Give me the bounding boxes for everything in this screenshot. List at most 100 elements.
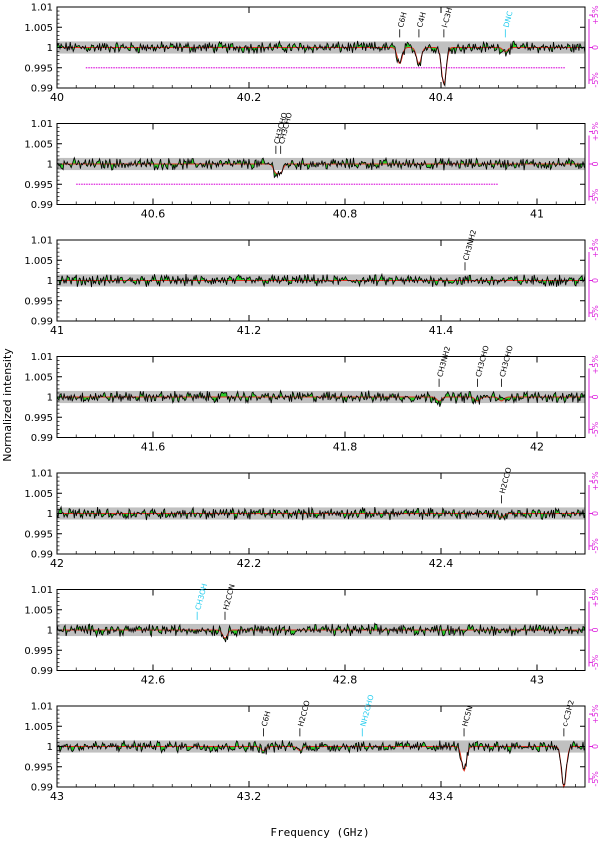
line-label: C4H — [415, 11, 428, 28]
x-tick-label: 43.4 — [429, 790, 454, 803]
y-tick-label: 0.995 — [24, 646, 53, 657]
right-tick-label: -5% — [591, 421, 600, 437]
right-tick-label: 0 — [591, 511, 600, 516]
y-tick-label: 1.01 — [31, 119, 53, 130]
y-tick-label: 1.01 — [31, 585, 53, 596]
y-tick-label: 1.01 — [31, 469, 53, 480]
x-tick-label: 41 — [50, 324, 64, 337]
y-tick-label: 1 — [47, 160, 53, 171]
spectrum-line — [56, 389, 586, 407]
y-tick-label: 1.005 — [24, 23, 53, 34]
panels-group: 0.99 0.995 1 1.005 1.01 40 40.2 40.4 -5% 0 +5% C6H C… — [24, 3, 600, 804]
y-tick-label: 1.005 — [24, 489, 53, 500]
right-tick-label: +5% — [591, 355, 600, 375]
panel-3: 0.99 0.995 1 1.005 1.01 41 41.2 41.4 -5% 0 +5% CH3N… — [24, 228, 600, 337]
right-tick-label: +5% — [591, 238, 600, 258]
x-tick-label: 40.4 — [429, 91, 454, 104]
x-tick-label: 40 — [50, 91, 64, 104]
panel-7: 0.99 0.995 1 1.005 1.01 43 43.2 43.4 -5% 0 +5% C6H H… — [24, 693, 600, 803]
y-tick-label: 0.99 — [31, 433, 53, 444]
x-tick-label: 43 — [50, 790, 64, 803]
y-tick-label: 0.99 — [31, 783, 53, 794]
line-label: H2CCN — [221, 583, 237, 611]
panel-5: 0.99 0.995 1 1.005 1.01 42 42.2 42.4 -5% 0 +5% H2CC… — [24, 466, 600, 570]
panel-6: 0.99 0.995 1 1.005 1.01 42.6 42.8 43 -5% 0 +5% CH3O… — [24, 582, 600, 686]
y-tick-label: 1.005 — [24, 256, 53, 267]
y-tick-label: 1 — [47, 742, 53, 753]
right-tick-label: 0 — [591, 394, 600, 399]
line-label: DNC — [502, 10, 515, 28]
right-tick-label: -5% — [591, 771, 600, 787]
spectrum-line — [56, 739, 586, 786]
right-tick-label: 0 — [591, 45, 600, 50]
x-axis-label: Frequency (GHz) — [270, 826, 369, 839]
line-label: CH3NH2 — [461, 228, 478, 261]
y-tick-label: 1 — [47, 626, 53, 637]
y-tick-label: 0.99 — [31, 317, 53, 328]
y-tick-label: 1 — [47, 43, 53, 54]
y-tick-label: 0.99 — [31, 550, 53, 561]
spectrum-line — [56, 505, 586, 521]
y-tick-label: 1.005 — [24, 372, 53, 383]
x-tick-label: 40.6 — [141, 208, 166, 221]
line-label: CH3CHO — [498, 344, 515, 378]
right-tick-label: +5% — [591, 5, 600, 25]
right-tick-label: +5% — [591, 471, 600, 491]
right-tick-label: -5% — [591, 72, 600, 88]
line-label: C6H — [396, 11, 409, 28]
y-tick-label: 0.99 — [31, 666, 53, 677]
right-tick-label: +5% — [591, 588, 600, 608]
right-tick-label: 0 — [591, 161, 600, 166]
line-label: c-C3H2 — [560, 699, 576, 728]
line-label: NH2CHO — [359, 693, 376, 727]
line-label: CH3NH2 — [435, 345, 452, 378]
x-tick-label: 42.8 — [333, 674, 358, 687]
y-tick-label: 0.995 — [24, 63, 53, 74]
y-tick-label: 0.995 — [24, 296, 53, 307]
right-tick-label: 0 — [591, 744, 600, 749]
y-tick-label: 1.01 — [31, 352, 53, 363]
y-tick-label: 1.005 — [24, 722, 53, 733]
spectrum-line — [56, 156, 586, 179]
panel-4: 0.99 0.995 1 1.005 1.01 41.6 41.8 42 -5% 0 +5% CH3N… — [24, 344, 600, 453]
x-tick-label: 42 — [530, 441, 544, 454]
y-tick-label: 1 — [47, 393, 53, 404]
right-tick-label: -5% — [591, 654, 600, 670]
y-tick-label: 1.005 — [24, 139, 53, 150]
line-label: CH3CHO — [474, 344, 491, 378]
x-tick-label: 41 — [530, 208, 544, 221]
right-tick-label: 0 — [591, 627, 600, 632]
x-tick-label: 41.6 — [141, 441, 166, 454]
x-tick-label: 41.8 — [333, 441, 358, 454]
right-tick-label: -5% — [591, 538, 600, 554]
x-tick-label: 40.2 — [237, 91, 262, 104]
line-label: C6H — [260, 710, 273, 727]
x-tick-label: 42.6 — [141, 674, 166, 687]
y-tick-label: 1.01 — [31, 702, 53, 713]
y-tick-label: 0.995 — [24, 413, 53, 424]
y-tick-label: 1.01 — [31, 236, 53, 247]
y-tick-label: 1 — [47, 276, 53, 287]
spectrum-line — [56, 40, 586, 88]
model-line — [57, 513, 585, 519]
y-tick-label: 0.995 — [24, 529, 53, 540]
right-tick-label: -5% — [591, 188, 600, 204]
y-tick-label: 0.995 — [24, 762, 53, 773]
line-label: H2CCO — [498, 466, 514, 494]
right-tick-label: -5% — [591, 305, 600, 321]
y-tick-label: 0.99 — [31, 84, 53, 95]
residual-fill — [57, 390, 585, 407]
y-tick-label: 1.005 — [24, 605, 53, 616]
y-tick-label: 0.99 — [31, 200, 53, 211]
x-tick-label: 41.4 — [429, 324, 454, 337]
x-tick-label: 42 — [50, 557, 64, 570]
y-axis-label: Normalized intensity — [1, 348, 14, 462]
x-tick-label: 43 — [530, 674, 544, 687]
right-tick-label: +5% — [591, 704, 600, 724]
line-label: HC5N — [460, 705, 474, 728]
line-label: CH3OH — [193, 582, 209, 611]
spectrum-line — [56, 272, 586, 288]
spectrum-line — [56, 622, 586, 643]
x-tick-label: 42.4 — [429, 557, 454, 570]
